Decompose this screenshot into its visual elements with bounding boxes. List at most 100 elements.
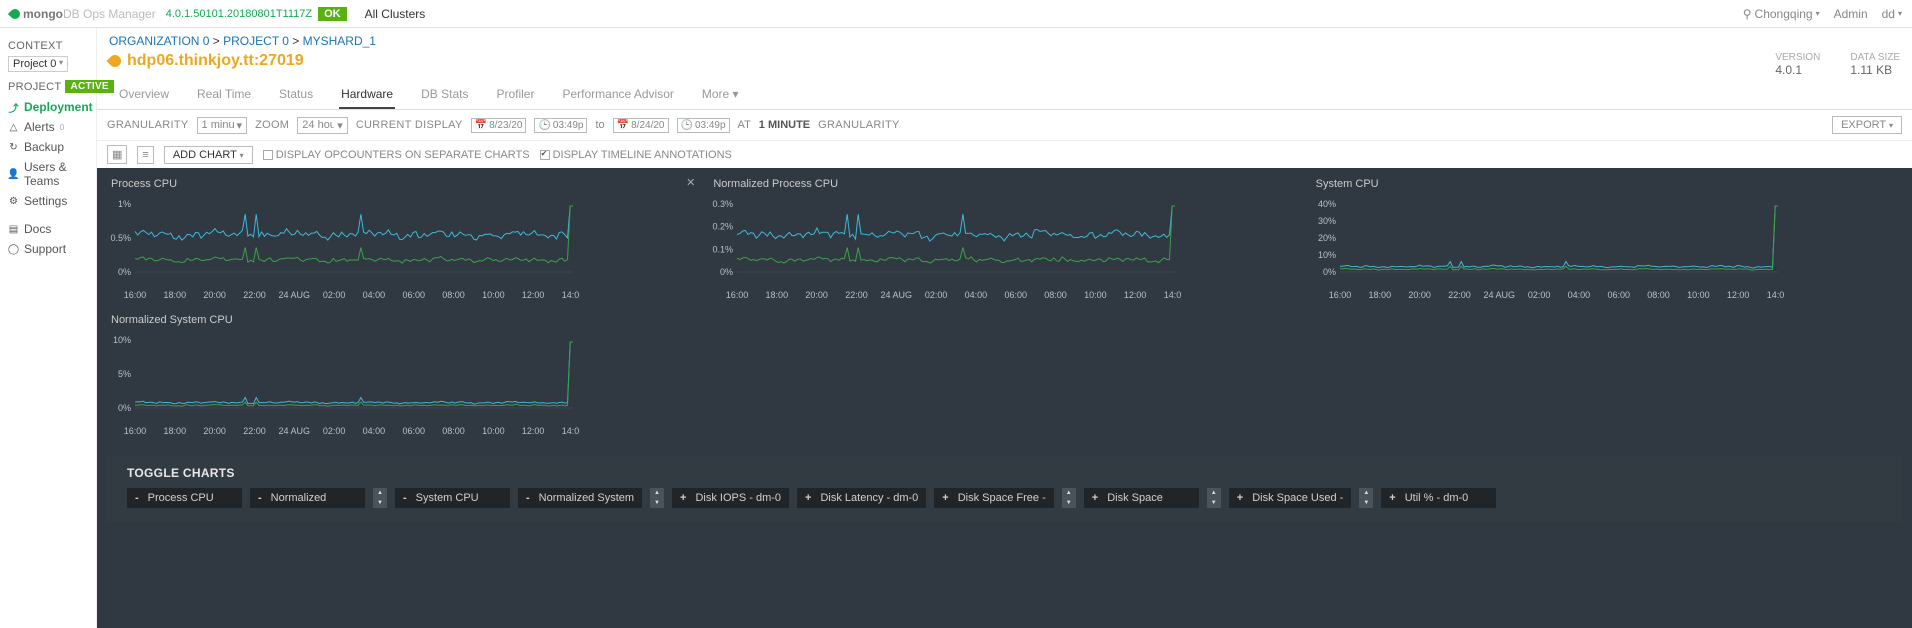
date-to[interactable]: 📅8/24/20 [613,118,669,133]
sidebar-item-alerts[interactable]: △Alerts0 [8,117,96,137]
nav-icon: ⤴ [8,102,19,113]
svg-text:02:00: 02:00 [323,290,346,300]
opt-opcounters[interactable]: DISPLAY OPCOUNTERS ON SEPARATE CHARTS [263,149,530,161]
svg-text:14:00: 14:00 [562,426,579,436]
layout-grid-button[interactable]: ▦ [107,145,127,164]
crumb-org[interactable]: ORGANIZATION 0 [109,34,209,48]
toggle-normalized[interactable]: -Normalized [250,488,365,508]
svg-text:0.1%: 0.1% [713,244,734,254]
svg-text:18:00: 18:00 [164,426,187,436]
add-chart-button[interactable]: ADD CHART ▾ [164,146,253,164]
tab-profiler[interactable]: Profiler [494,81,536,109]
sidebar-support[interactable]: ◯Support [8,239,96,259]
toggle-stepper[interactable]: ▲▼ [650,488,664,508]
toggle-stepper[interactable]: ▲▼ [373,488,387,508]
clock-icon: 🕒 [538,120,550,131]
chart-title: Normalized System CPU [107,312,697,330]
nav-icon: ⚙ [8,196,19,207]
svg-text:08:00: 08:00 [1647,290,1670,300]
sidebar-item-settings[interactable]: ⚙Settings [8,191,96,211]
tab-overview[interactable]: Overview [117,81,171,109]
svg-text:18:00: 18:00 [164,290,187,300]
svg-text:02:00: 02:00 [323,426,346,436]
date-from[interactable]: 📅8/23/20 [471,118,527,133]
user-dropdown[interactable]: dd ▾ [1882,7,1902,21]
toggle-disk-space-used-[interactable]: +Disk Space Used - [1229,488,1352,508]
svg-text:22:00: 22:00 [243,290,266,300]
svg-text:16:00: 16:00 [124,426,147,436]
control-bar: GRANULARITY 1 minute▾ ZOOM 24 hours▾ CUR… [97,110,1912,141]
svg-text:10:00: 10:00 [482,426,505,436]
svg-text:20%: 20% [1318,233,1336,243]
svg-text:10%: 10% [113,335,131,345]
all-clusters-link[interactable]: All Clusters [365,7,426,21]
time-to[interactable]: 🕒03:49p [677,118,730,133]
svg-text:12:00: 12:00 [1124,290,1147,300]
context-select[interactable]: Project 0▾ [8,56,68,72]
svg-text:16:00: 16:00 [1328,290,1351,300]
nav-icon: 👤 [8,169,19,180]
toggle-disk-latency-dm-[interactable]: +Disk Latency - dm-0 [797,488,926,508]
toggle-disk-space[interactable]: +Disk Space [1084,488,1199,508]
main: ORGANIZATION 0 > PROJECT 0 > MYSHARD_1 h… [97,28,1912,628]
tab-performance-advisor[interactable]: Performance Advisor [560,81,675,109]
tab-real-time[interactable]: Real Time [195,81,253,109]
toggle-stepper[interactable]: ▲▼ [1359,488,1373,508]
svg-text:22:00: 22:00 [243,426,266,436]
export-button[interactable]: EXPORT ▾ [1832,116,1902,134]
granularity-label: GRANULARITY [107,119,189,131]
region-dropdown[interactable]: ⚲ Chongqing▾ [1743,7,1820,21]
sidebar-docs[interactable]: ▤Docs [8,219,96,239]
svg-text:16:00: 16:00 [124,290,147,300]
zoom-select[interactable]: 24 hours▾ [297,117,348,134]
tab-status[interactable]: Status [277,81,315,109]
crumb-proj[interactable]: PROJECT 0 [223,34,289,48]
clock-icon: 🕒 [681,120,693,131]
svg-text:06:00: 06:00 [402,426,425,436]
svg-text:04:00: 04:00 [1567,290,1590,300]
svg-text:0%: 0% [1323,267,1336,277]
toggle-stepper[interactable]: ▲▼ [1207,488,1221,508]
time-from[interactable]: 🕒03:49p [534,118,587,133]
sidebar-item-users-teams[interactable]: 👤Users & Teams [8,157,96,191]
logo-text: mongoDB Ops Manager [23,7,156,21]
svg-text:30%: 30% [1318,216,1336,226]
tab-db-stats[interactable]: DB Stats [419,81,470,109]
granularity-select[interactable]: 1 minute▾ [197,117,248,134]
layout-list-button[interactable]: ≡ [137,146,153,164]
svg-text:10:00: 10:00 [1687,290,1710,300]
chart-close-icon[interactable]: ✕ [686,176,695,189]
opt-annotations[interactable]: DISPLAY TIMELINE ANNOTATIONS [540,149,732,161]
nav-icon: △ [8,122,19,133]
chart-c2: Normalized Process CPU0.3%0.2%0.1%0%16:0… [709,176,1299,302]
charts-zone: Process CPU✕1%0.5%0%16:0018:0020:0022:00… [97,168,1912,628]
svg-text:12:00: 12:00 [1727,290,1750,300]
project-label: PROJECTACTIVE [8,80,96,93]
admin-link[interactable]: Admin [1834,7,1868,21]
toggle-process-cpu[interactable]: -Process CPU [127,488,242,508]
svg-text:24 AUG: 24 AUG [1483,290,1515,300]
toggle-disk-iops-dm-[interactable]: +Disk IOPS - dm-0 [672,488,789,508]
toggle-stepper[interactable]: ▲▼ [1062,488,1076,508]
svg-text:20:00: 20:00 [806,290,829,300]
host-title: hdp06.thinkjoy.tt:27019 [127,52,304,70]
svg-text:40%: 40% [1318,199,1336,209]
toggle-normalized-system[interactable]: -Normalized System [518,488,642,508]
toggle-system-cpu[interactable]: -System CPU [395,488,510,508]
tab-hardware[interactable]: Hardware [339,81,395,109]
sidebar-item-deployment[interactable]: ⤴Deployment [8,97,96,117]
tab-more[interactable]: More ▾ [700,81,741,109]
toggle-util-dm-[interactable]: +Util % - dm-0 [1381,488,1496,508]
svg-text:0%: 0% [118,267,131,277]
life-ring-icon: ◯ [8,244,19,255]
crumb-shard[interactable]: MYSHARD_1 [303,34,376,48]
svg-text:04:00: 04:00 [965,290,988,300]
toggle-disk-space-free-[interactable]: +Disk Space Free - [934,488,1053,508]
ok-badge: OK [318,7,347,21]
chart-title: Normalized Process CPU [709,176,1299,194]
svg-text:20:00: 20:00 [1408,290,1431,300]
svg-text:12:00: 12:00 [522,290,545,300]
sidebar-item-backup[interactable]: ↻Backup [8,137,96,157]
svg-text:08:00: 08:00 [1045,290,1068,300]
svg-text:08:00: 08:00 [442,426,465,436]
